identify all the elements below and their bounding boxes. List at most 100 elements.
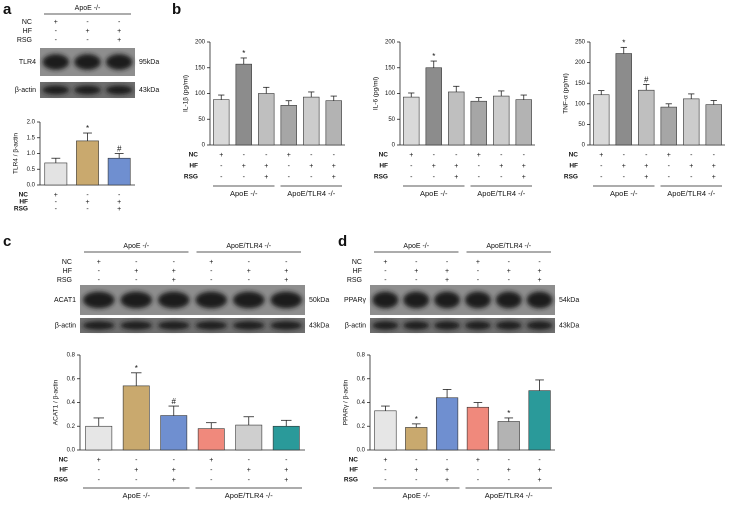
bar bbox=[660, 106, 677, 146]
y-tick-label: 50 bbox=[578, 122, 585, 128]
condition-sign: - bbox=[248, 477, 251, 484]
y-tick-label: 0.2 bbox=[357, 424, 366, 430]
condition-sign: + bbox=[445, 268, 449, 275]
condition-sign: + bbox=[445, 467, 449, 474]
band-label: TLR4 bbox=[19, 59, 36, 66]
bar bbox=[272, 425, 300, 451]
condition-sign: - bbox=[500, 174, 503, 181]
blot-band bbox=[434, 321, 461, 330]
bar bbox=[213, 99, 230, 146]
condition-sign: - bbox=[55, 206, 58, 213]
condition-sign: - bbox=[173, 457, 176, 464]
condition-label: HF bbox=[63, 268, 72, 275]
condition-sign: - bbox=[713, 152, 716, 159]
y-tick-label: 0 bbox=[392, 143, 396, 149]
group-label: ApoE -/- bbox=[402, 491, 430, 500]
condition-sign: - bbox=[118, 19, 121, 26]
condition-sign: + bbox=[172, 467, 176, 474]
condition-sign: + bbox=[172, 477, 176, 484]
significance-marker: # bbox=[644, 76, 649, 85]
y-tick-label: 100 bbox=[195, 91, 206, 97]
condition-sign: - bbox=[310, 174, 313, 181]
condition-sign: + bbox=[134, 467, 138, 474]
condition-label: HF bbox=[569, 163, 578, 170]
blot-band bbox=[403, 321, 430, 330]
y-tick-label: 0.6 bbox=[67, 376, 76, 382]
blot-band bbox=[403, 291, 430, 309]
bar bbox=[470, 100, 487, 146]
y-tick-label: 0.0 bbox=[67, 448, 76, 454]
condition-sign: + bbox=[54, 192, 58, 199]
condition-sign: - bbox=[288, 163, 291, 170]
condition-sign: + bbox=[599, 152, 603, 159]
condition-sign: - bbox=[243, 152, 246, 159]
condition-label: NC bbox=[62, 259, 72, 266]
significance-marker: * bbox=[86, 124, 89, 133]
y-tick-label: 100 bbox=[385, 91, 396, 97]
blot-band bbox=[372, 321, 399, 330]
condition-sign: - bbox=[508, 477, 511, 484]
y-tick-label: 100 bbox=[575, 101, 586, 107]
condition-sign: - bbox=[86, 37, 89, 44]
condition-sign: + bbox=[538, 467, 542, 474]
y-tick-label: 250 bbox=[575, 40, 586, 46]
group-label: ApoE -/- bbox=[230, 189, 258, 198]
condition-sign: + bbox=[247, 268, 251, 275]
condition-sign: + bbox=[97, 457, 101, 464]
condition-sign: + bbox=[445, 477, 449, 484]
y-tick-label: 150 bbox=[385, 65, 396, 71]
condition-sign: - bbox=[508, 457, 511, 464]
bar bbox=[85, 425, 113, 451]
condition-sign: + bbox=[309, 163, 313, 170]
band-size: 43kDa bbox=[309, 322, 329, 329]
y-tick-label: 0.4 bbox=[357, 400, 366, 406]
blot-band bbox=[42, 54, 70, 70]
blot-band bbox=[105, 54, 133, 70]
condition-sign: - bbox=[668, 163, 671, 170]
group-label: ApoE/TLR4 -/- bbox=[485, 491, 533, 500]
condition-sign: + bbox=[476, 259, 480, 266]
condition-sign: + bbox=[454, 174, 458, 181]
condition-sign: - bbox=[477, 268, 480, 275]
condition-label: RSG bbox=[14, 206, 28, 213]
condition-sign: - bbox=[333, 152, 336, 159]
condition-sign: + bbox=[172, 277, 176, 284]
condition-sign: + bbox=[538, 277, 542, 284]
blot-image bbox=[80, 285, 305, 315]
condition-sign: + bbox=[689, 163, 693, 170]
condition-sign: + bbox=[644, 174, 648, 181]
condition-sign: - bbox=[285, 259, 288, 266]
group-label: ApoE/TLR4 -/- bbox=[667, 189, 715, 198]
y-axis-label: IL-1β (pg/ml) bbox=[183, 75, 190, 112]
condition-sign: - bbox=[523, 152, 526, 159]
condition-sign: - bbox=[690, 174, 693, 181]
significance-marker: * bbox=[415, 415, 418, 424]
bar bbox=[280, 105, 297, 146]
group-label: ApoE/TLR4 -/- bbox=[287, 189, 335, 198]
condition-sign: - bbox=[668, 174, 671, 181]
condition-sign: + bbox=[284, 467, 288, 474]
condition-sign: - bbox=[173, 259, 176, 266]
condition-sign: - bbox=[135, 277, 138, 284]
y-tick-label: 2.0 bbox=[27, 120, 36, 126]
band-size: 43kDa bbox=[139, 87, 159, 94]
blot-band bbox=[83, 321, 115, 330]
group-label: ApoE -/- bbox=[122, 491, 150, 500]
condition-sign: - bbox=[478, 174, 481, 181]
y-tick-label: 0.8 bbox=[357, 353, 366, 359]
condition-label: RSG bbox=[374, 174, 388, 181]
y-tick-label: 1.5 bbox=[27, 135, 36, 141]
condition-sign: + bbox=[445, 277, 449, 284]
panel-label: b bbox=[172, 1, 181, 18]
bar bbox=[197, 428, 225, 451]
condition-sign: - bbox=[86, 206, 89, 213]
y-tick-label: 1.0 bbox=[27, 151, 36, 157]
y-axis-label: ACAT1 / β-actin bbox=[53, 379, 60, 425]
condition-label: HF bbox=[23, 28, 32, 35]
condition-sign: + bbox=[85, 199, 89, 206]
band-size: 54kDa bbox=[559, 297, 579, 304]
blot-band bbox=[495, 321, 522, 330]
y-tick-label: 150 bbox=[575, 81, 586, 87]
condition-sign: - bbox=[135, 457, 138, 464]
condition-sign: - bbox=[690, 152, 693, 159]
